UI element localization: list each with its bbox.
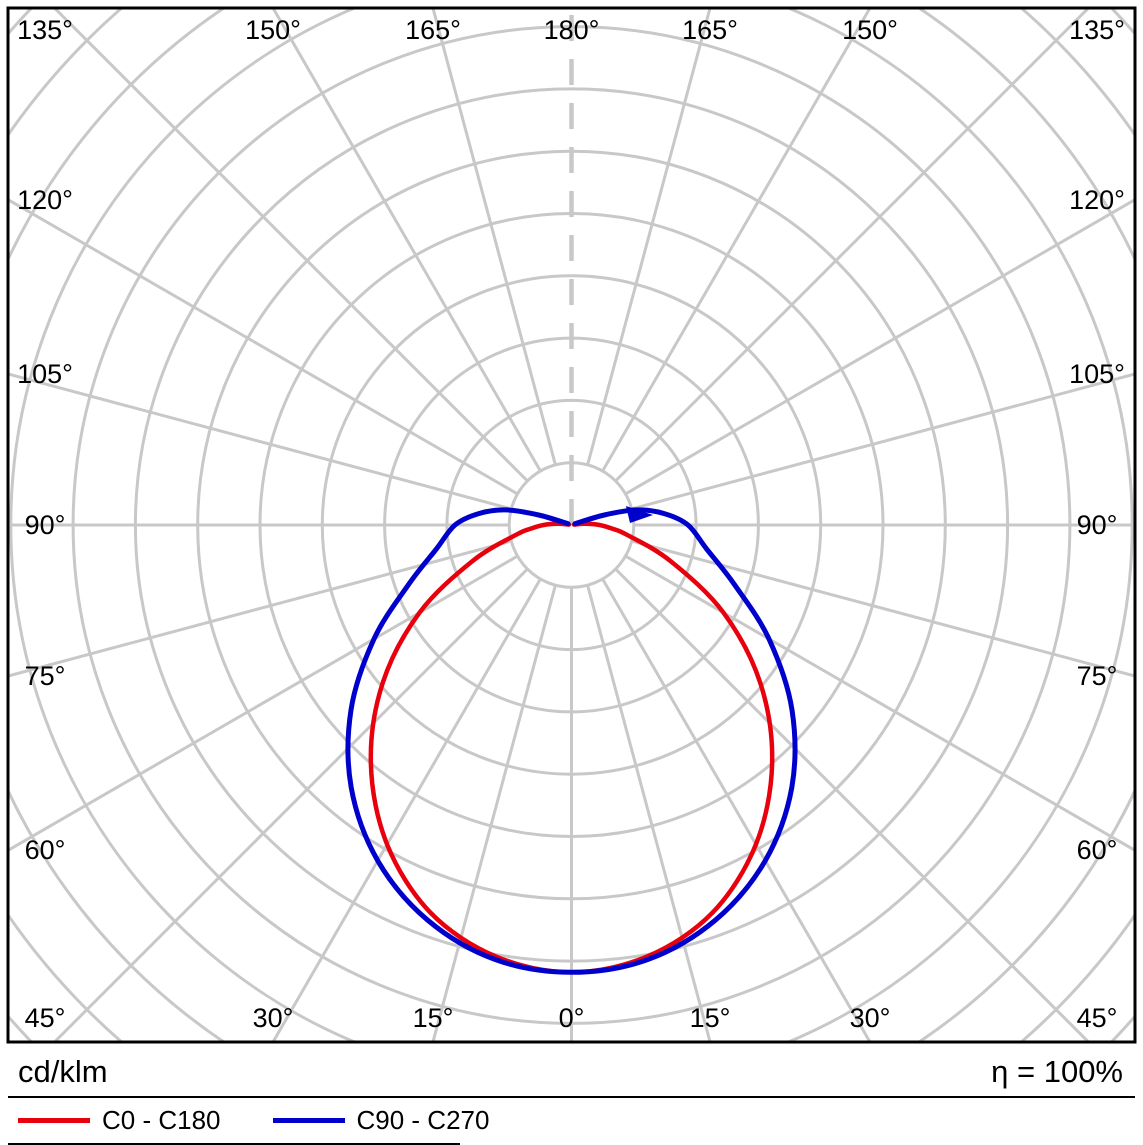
angle-label: 45° [1077,1003,1118,1033]
angle-label: 60° [1077,835,1118,865]
angle-label: 45° [25,1003,66,1033]
angle-label: 135° [1069,15,1125,45]
efficiency-label: η = 100% [991,1054,1123,1090]
legend-label-c90-c270: C90 - C270 [357,1105,490,1136]
legend: C0 - C180 C90 - C270 [0,1098,1143,1143]
angle-label: 30° [850,1003,891,1033]
angle-label: 150° [245,15,301,45]
polar-grid [0,0,1143,1050]
angle-label: 105° [1069,359,1125,389]
unit-label: cd/klm [18,1054,108,1090]
legend-label-c0-c180: C0 - C180 [102,1105,221,1136]
angle-label: 120° [17,185,73,215]
grid-radial [632,541,1143,732]
angle-label: 135° [17,15,73,45]
polar-diagram: 0° 15° 15° 30° 30° 45° 45° 60° 60° 75° 75° 90° 90° 10… [0,0,1143,1055]
angle-label: 15° [413,1003,454,1033]
grid-radial [0,318,511,509]
legend-swatch-c0-c180 [18,1118,90,1123]
grid-radial [0,125,517,494]
angle-label: 90° [25,510,66,540]
grid-radial [0,541,511,732]
legend-swatch-c90-c270 [273,1118,345,1123]
angle-label: 90° [1077,510,1118,540]
angle-label: 165° [682,15,738,45]
polar-chart-svg: 0° 15° 15° 30° 30° 45° 45° 60° 60° 75° 75° 90° 90° 10… [0,0,1143,1050]
angle-label: 75° [25,661,66,691]
legend-entry-c0: C0 - C180 [18,1105,221,1136]
angle-label: 30° [253,1003,294,1033]
angle-label: 0° [559,1003,585,1033]
grid-radial [626,556,1143,925]
angle-label: 15° [690,1003,731,1033]
angle-label: 180° [544,15,600,45]
angle-label: 150° [842,15,898,45]
angle-label: 75° [1077,661,1118,691]
angle-label: 60° [25,835,66,865]
angle-label: 165° [405,15,461,45]
grid-radial [588,0,779,465]
chart-footer: cd/klm η = 100% C0 - C180 C90 - C270 [0,1046,1143,1145]
grid-radial [626,125,1143,494]
grid-radial [364,0,555,465]
legend-entry-c90: C90 - C270 [273,1105,490,1136]
angle-label: 105° [17,359,73,389]
grid-radial [632,318,1143,509]
angle-label: 120° [1069,185,1125,215]
grid-radial [0,556,517,925]
